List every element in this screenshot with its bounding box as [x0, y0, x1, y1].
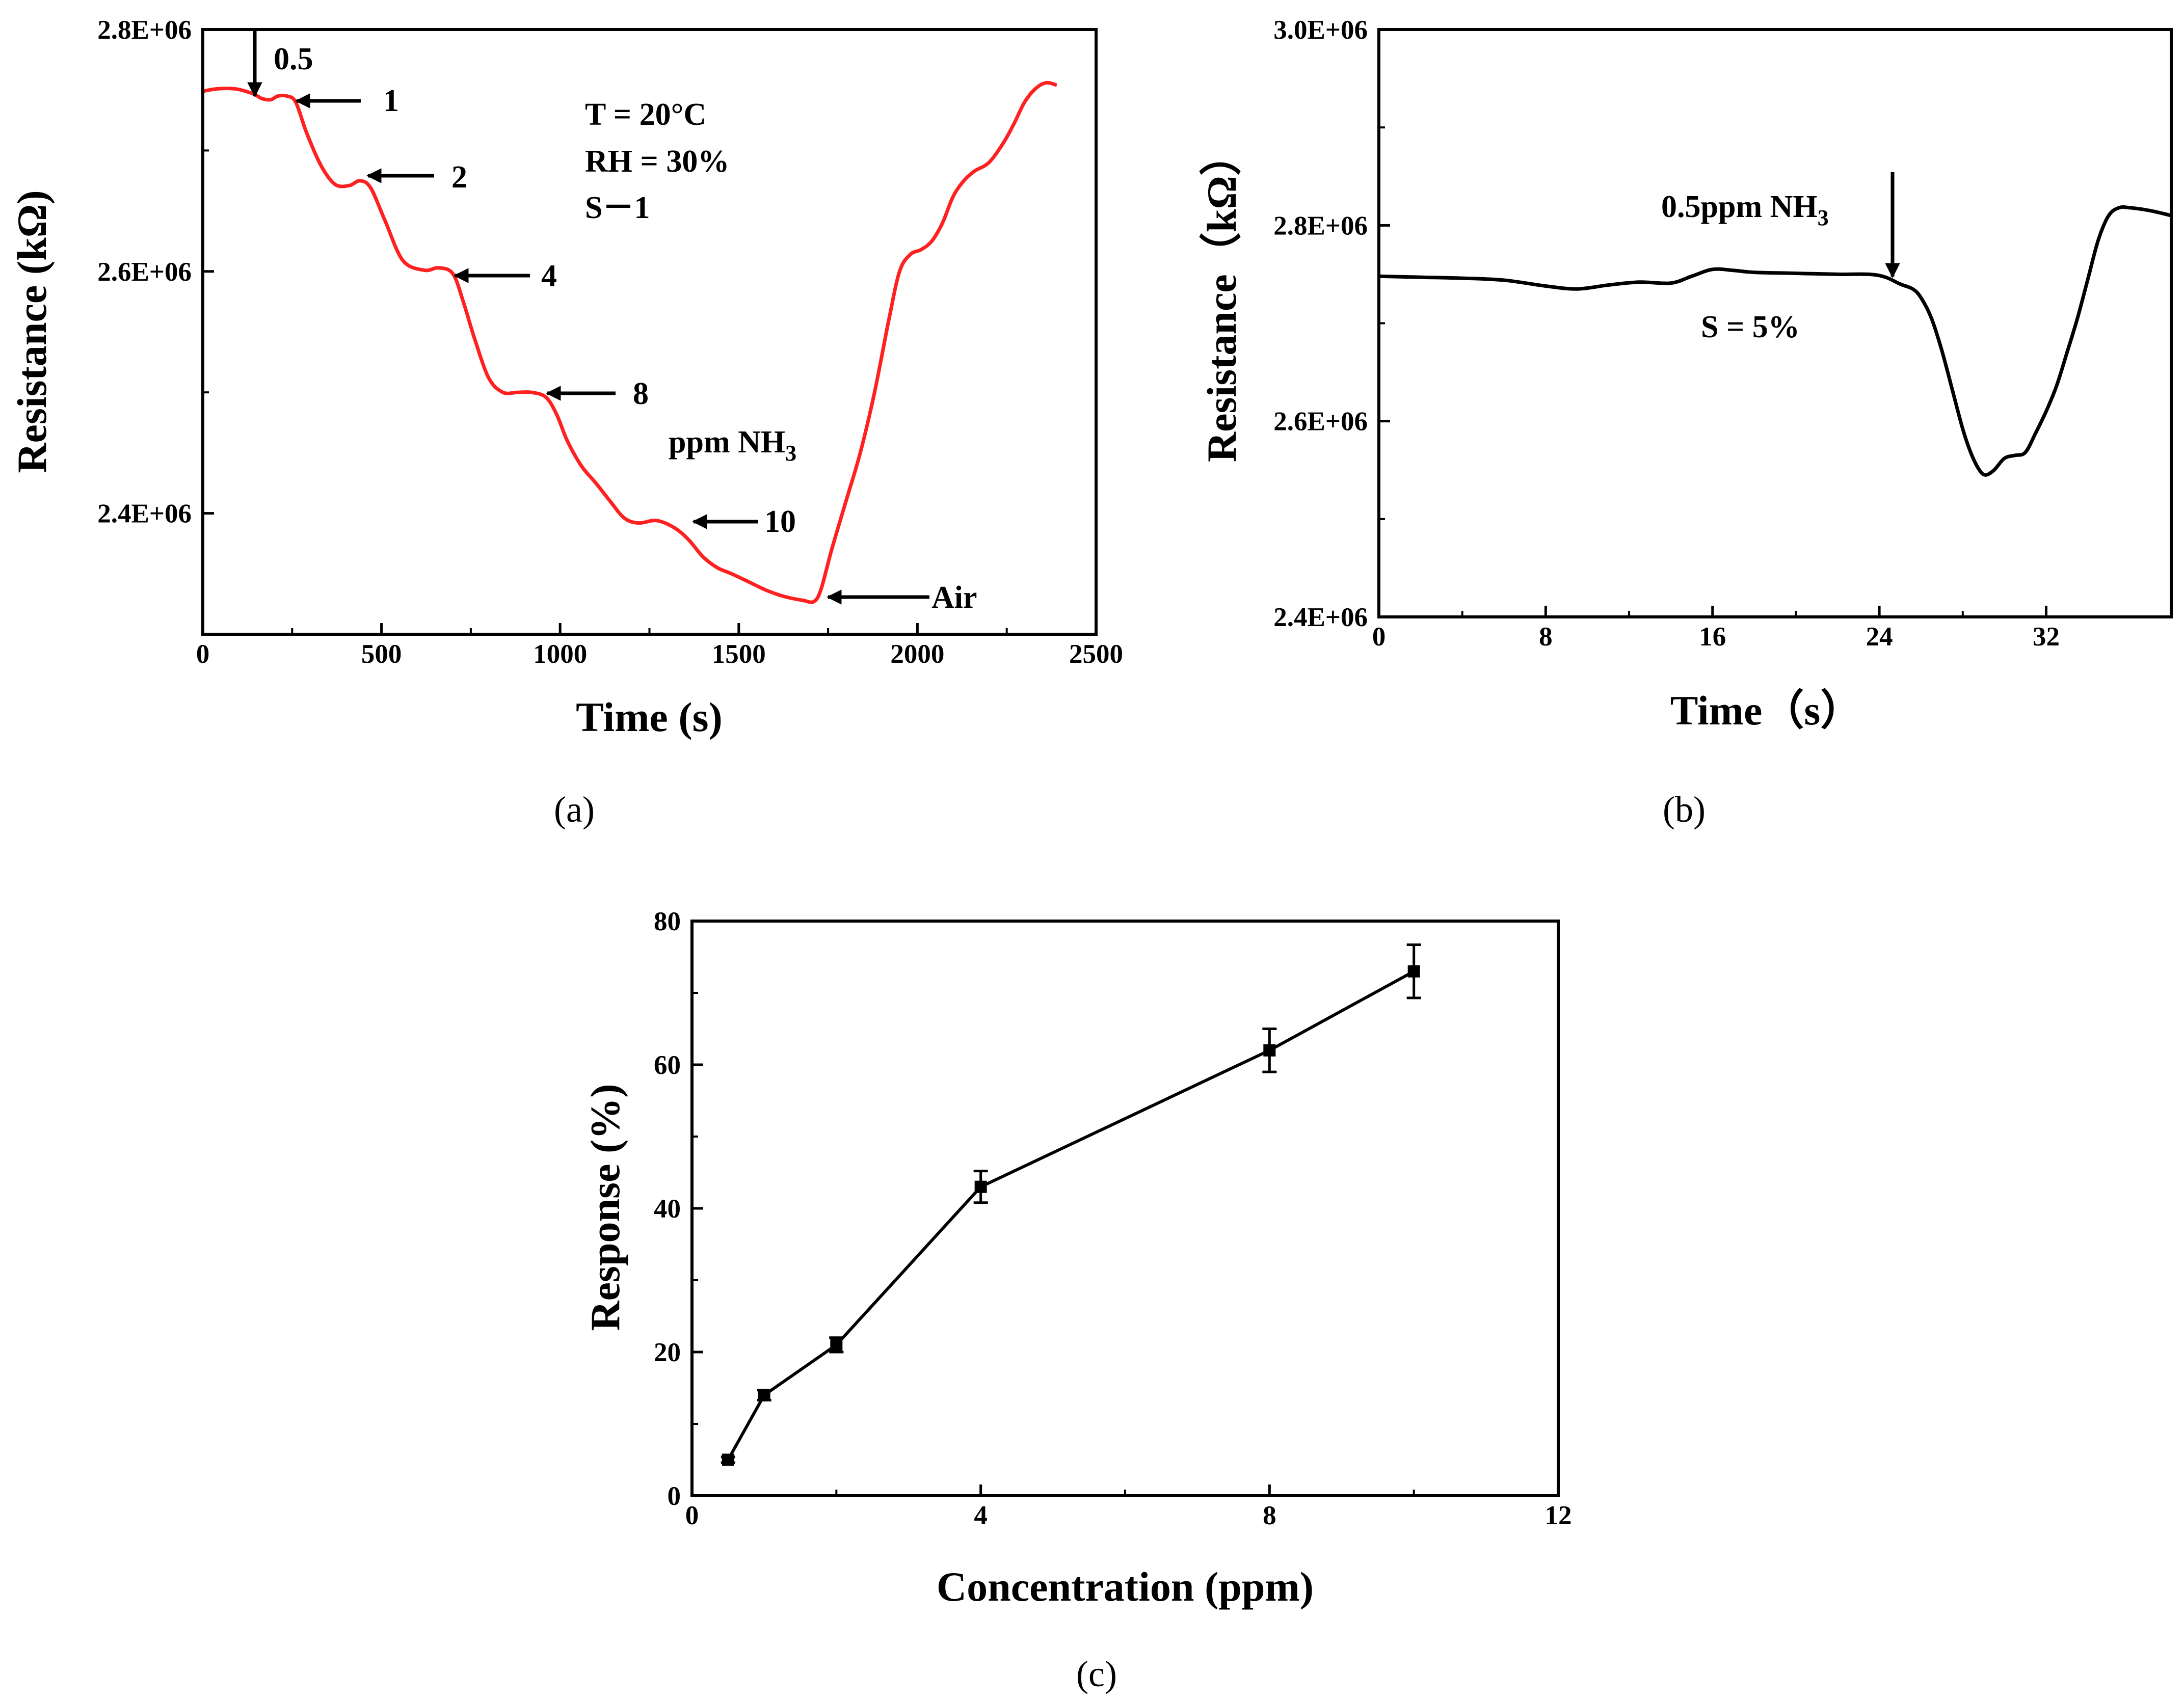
y-tick-label: 2.8E+06 [1273, 211, 1368, 240]
ticks-layer: 0 4 8 12 0 20 40 60 80 [654, 907, 1572, 1530]
label-4: 4 [541, 259, 557, 293]
caption-b: (b) [1663, 789, 1706, 830]
y-tick-label: 2.4E+06 [97, 499, 192, 529]
response-label: S = 5% [1701, 310, 1800, 344]
label-10: 10 [764, 504, 796, 539]
y-tick-label: 3.0E+06 [1273, 15, 1368, 45]
x-axis-label: Concentration (ppm) [937, 1563, 1314, 1610]
label-1: 1 [383, 84, 399, 118]
y-tick-label: 2.4E+06 [1273, 603, 1368, 632]
ticks-layer: 0 500 1000 1500 2000 2500 2.8E+06 2.6E+06 2.4E+0… [97, 15, 1123, 669]
ppm-nh3-text: ppm NH [669, 425, 785, 460]
data-point [1407, 965, 1420, 978]
y-tick-label: 2.6E+06 [97, 257, 192, 287]
data-point [830, 1338, 843, 1351]
label-2: 2 [451, 160, 467, 195]
x-tick-label: 2500 [1069, 639, 1123, 669]
x-tick-label: 2000 [890, 639, 944, 669]
gas-label-text: 0.5ppm NH [1661, 190, 1818, 224]
y-axis-label: Response (%) [582, 1084, 628, 1331]
x-tick-label: 8 [1539, 622, 1553, 652]
ppm-nh3-subscript: 3 [785, 441, 796, 466]
y-axis-label: Resistance（kΩ） [1198, 134, 1245, 462]
caption-a: (a) [554, 789, 595, 830]
x-tick-label: 12 [1545, 1501, 1572, 1530]
series-line [1378, 205, 2172, 477]
series-layer [202, 80, 1057, 604]
data-point [722, 1453, 734, 1466]
x-tick-label: 1000 [533, 639, 587, 669]
label-0-5: 0.5 [274, 42, 313, 76]
y-tick-label: 60 [654, 1050, 681, 1080]
y-tick-label: 20 [654, 1338, 681, 1367]
gas-label-subscript: 3 [1818, 205, 1829, 230]
label-air: Air [931, 580, 977, 615]
data-point [1263, 1044, 1276, 1057]
condition-humidity: RH = 30% [585, 144, 729, 179]
gas-label: 0.5ppm NH3 [1661, 190, 1829, 230]
concentration-arrows: 0.5 1 2 4 8 10 Air [247, 30, 977, 615]
x-tick-label: 32 [2033, 622, 2060, 652]
condition-temperature: T = 20°C [585, 97, 706, 132]
series-layer [1378, 205, 2172, 477]
x-tick-label: 0 [685, 1501, 699, 1530]
panel-a-chart: 0 500 1000 1500 2000 2500 2.8E+06 2.6E+06 2.4E+0… [9, 15, 1123, 740]
ppm-nh3-label: ppm NH3 [669, 425, 796, 466]
x-axis-label: Time（s） [1670, 687, 1862, 734]
x-tick-label: 8 [1263, 1501, 1276, 1530]
series-line [202, 80, 1057, 604]
x-tick-label: 24 [1866, 622, 1893, 652]
panel-b-chart: 0 8 16 24 32 3.0E+06 2.8E+06 2.6E+06 2.4E+06 Tim… [1198, 15, 2173, 734]
caption-c: (c) [1076, 1654, 1117, 1694]
condition-sample: S－1 [585, 191, 650, 225]
x-tick-label: 4 [974, 1501, 988, 1530]
label-8: 8 [633, 376, 649, 411]
x-tick-label: 0 [196, 639, 210, 669]
y-tick-label: 2.8E+06 [97, 15, 192, 45]
data-point [974, 1180, 987, 1193]
conditions-text: T = 20°C RH = 30% S－1 [585, 97, 729, 225]
series-layer [721, 943, 1421, 1466]
panel-c-chart: 0 4 8 12 0 20 40 60 80 Concentration (ppm) Respo… [582, 907, 1572, 1610]
x-tick-label: 0 [1372, 622, 1386, 652]
y-axis-label: Resistance (kΩ) [9, 190, 55, 473]
x-tick-label: 16 [1699, 622, 1726, 652]
y-tick-label: 80 [654, 907, 681, 936]
y-tick-label: 40 [654, 1194, 681, 1224]
y-tick-label: 2.6E+06 [1273, 407, 1368, 437]
x-tick-label: 1500 [712, 639, 766, 669]
ticks-layer: 0 8 16 24 32 3.0E+06 2.8E+06 2.6E+06 2.4E+06 [1273, 15, 2060, 652]
x-axis-label: Time (s) [576, 694, 723, 740]
data-point [758, 1389, 770, 1401]
y-tick-label: 0 [668, 1481, 681, 1511]
x-tick-label: 500 [361, 639, 402, 669]
series-line [727, 970, 1415, 1461]
